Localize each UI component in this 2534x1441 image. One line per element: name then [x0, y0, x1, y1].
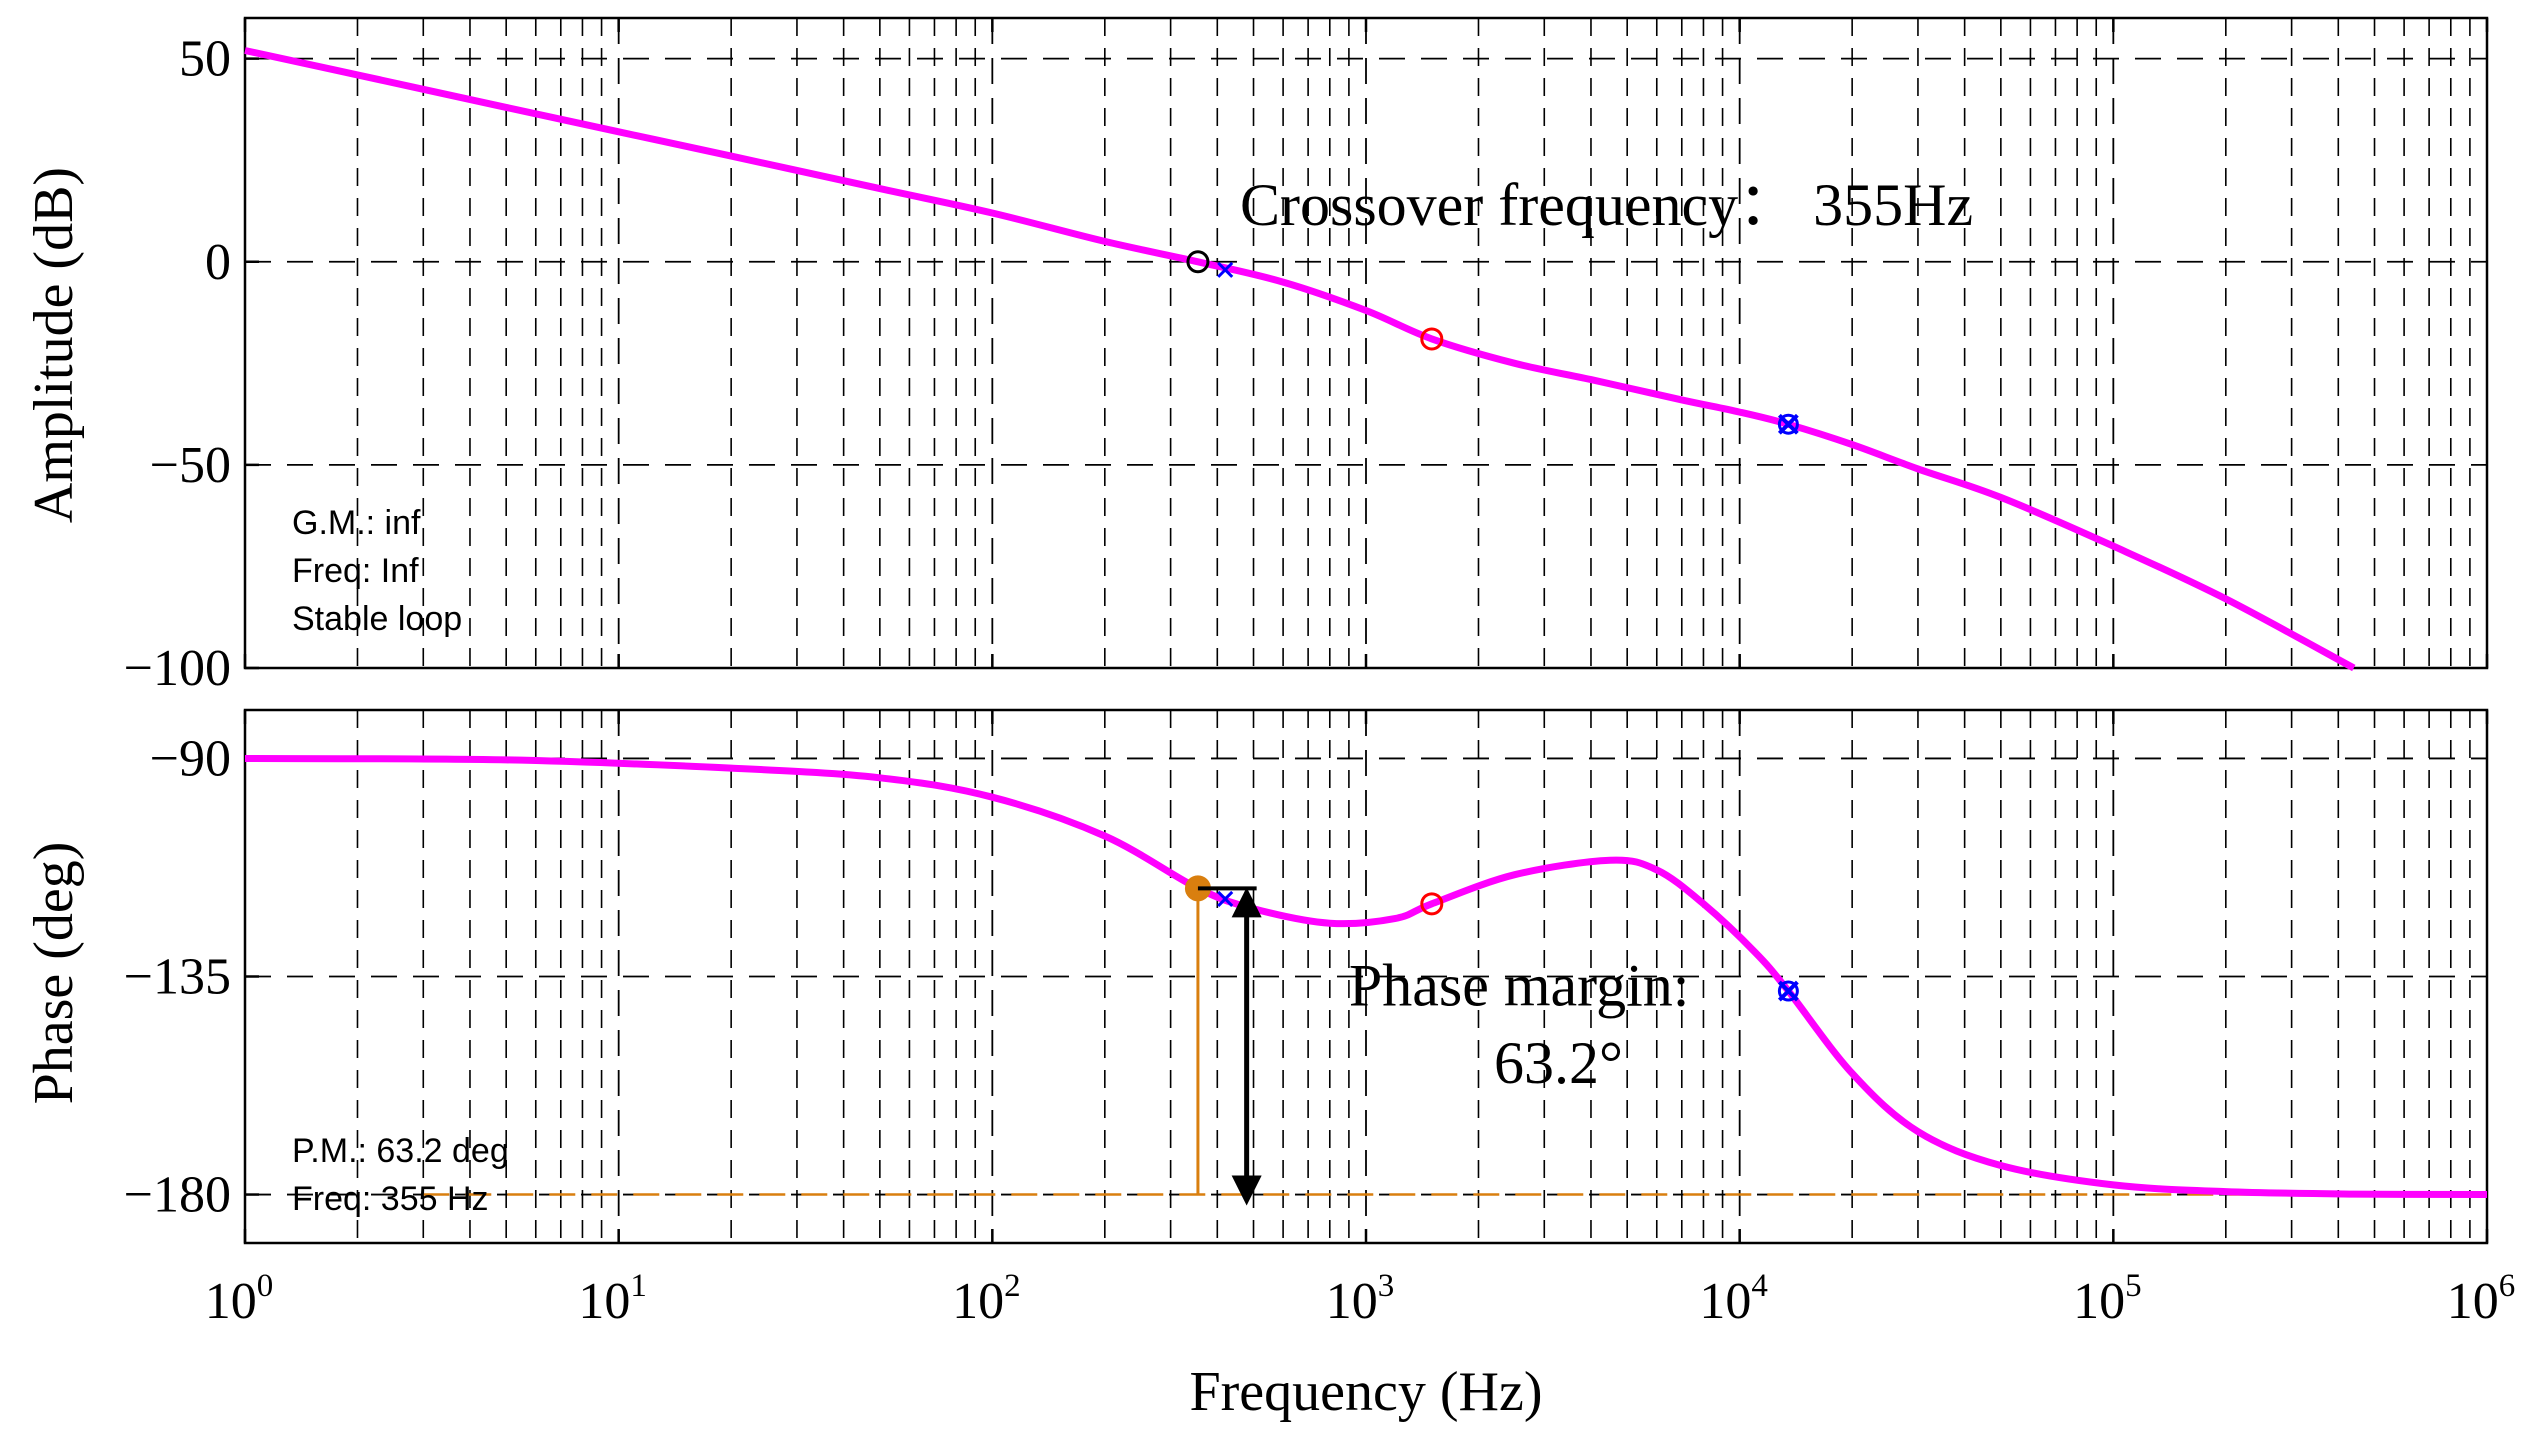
red-circle-marker — [1420, 327, 1444, 351]
amplitude-grid — [243, 18, 2489, 668]
blue-x-marker — [1217, 890, 1234, 908]
black-circle-marker — [1186, 250, 1210, 274]
x-tick-base: 10 — [952, 1273, 1004, 1330]
x-tick-exponent: 1 — [630, 1268, 647, 1304]
blue-circle-marker — [1777, 980, 1799, 1002]
x-tick-base: 10 — [2447, 1273, 2499, 1330]
phase-margin-freq-line: Freq: 355 Hz — [292, 1180, 489, 1218]
amplitude-y-ticks: 50 0 −50 −100 — [124, 31, 259, 697]
y-tick-label: −135 — [124, 949, 231, 1006]
y-tick-label: −100 — [124, 640, 231, 697]
x-tick-exponent: 6 — [2499, 1268, 2516, 1304]
blue-x-marker — [1777, 413, 1799, 435]
red-circle-marker — [1420, 892, 1444, 916]
phase-margin-value-annotation: 63.2° — [1494, 1030, 1623, 1096]
phase-y-ticks: −90 −135 −180 — [124, 730, 259, 1224]
crossover-frequency-annotation: Crossover frequency： 355Hz — [1240, 172, 1973, 238]
x-tick-labels: 100 101 102 103 104 105 106 — [205, 1268, 2516, 1330]
gain-margin-freq-line: Freq: Inf — [292, 552, 419, 590]
x-tick-label: 100 — [205, 1268, 274, 1330]
amplitude-curve — [244, 47, 2356, 672]
amplitude-y-axis-label: Amplitude (dB) — [23, 167, 85, 523]
y-tick-label: 50 — [179, 31, 231, 88]
x-tick-exponent: 3 — [1378, 1268, 1395, 1304]
blue-circle-marker — [1777, 413, 1799, 435]
x-tick-exponent: 5 — [2125, 1268, 2142, 1304]
x-axis-label: Frequency (Hz) — [1190, 1361, 1543, 1423]
phase-panel: −90 −135 −180 Phase (deg) Phase margin: 63… — [23, 708, 2489, 1245]
x-tick-label: 101 — [578, 1268, 647, 1330]
y-tick-label: 0 — [205, 234, 231, 291]
y-tick-label: −180 — [124, 1167, 231, 1224]
stability-line: Stable loop — [292, 600, 462, 638]
x-tick-base: 10 — [1699, 1273, 1751, 1330]
amplitude-panel: 50 0 −50 −100 Amplitude (dB) Crossover freq… — [23, 16, 2489, 697]
amplitude-axes-frame — [243, 16, 2489, 670]
x-tick-label: 106 — [2447, 1268, 2516, 1330]
x-tick-base: 10 — [205, 1273, 257, 1330]
x-tick-label: 104 — [1699, 1268, 1768, 1330]
phase-y-axis-label: Phase (deg) — [23, 842, 85, 1105]
phase-margin-annotation: Phase margin: — [1349, 953, 1690, 1019]
phase-curve — [244, 755, 2488, 1198]
y-tick-label: −50 — [150, 437, 231, 494]
x-tick-label: 102 — [952, 1268, 1020, 1330]
x-tick-exponent: 0 — [257, 1268, 274, 1304]
x-tick-exponent: 4 — [1751, 1268, 1768, 1304]
x-tick-label: 105 — [2073, 1268, 2142, 1330]
gain-margin-line: G.M.: inf — [292, 504, 421, 542]
amplitude-markers — [1186, 250, 1799, 435]
y-tick-label: −90 — [150, 730, 231, 787]
x-tick-base: 10 — [2073, 1273, 2125, 1330]
phase-margin-line: P.M.: 63.2 deg — [292, 1132, 509, 1170]
phase-margin-info: P.M.: 63.2 deg Freq: 355 Hz — [292, 1132, 509, 1218]
gain-margin-info: G.M.: inf Freq: Inf Stable loop — [292, 504, 462, 638]
x-tick-base: 10 — [578, 1273, 630, 1330]
blue-x-marker — [1217, 261, 1234, 278]
x-tick-exponent: 2 — [1004, 1268, 1021, 1304]
phase-markers — [1184, 875, 1799, 1002]
x-tick-label: 103 — [1326, 1268, 1395, 1330]
x-tick-base: 10 — [1326, 1273, 1378, 1330]
blue-x-marker — [1777, 980, 1799, 1002]
